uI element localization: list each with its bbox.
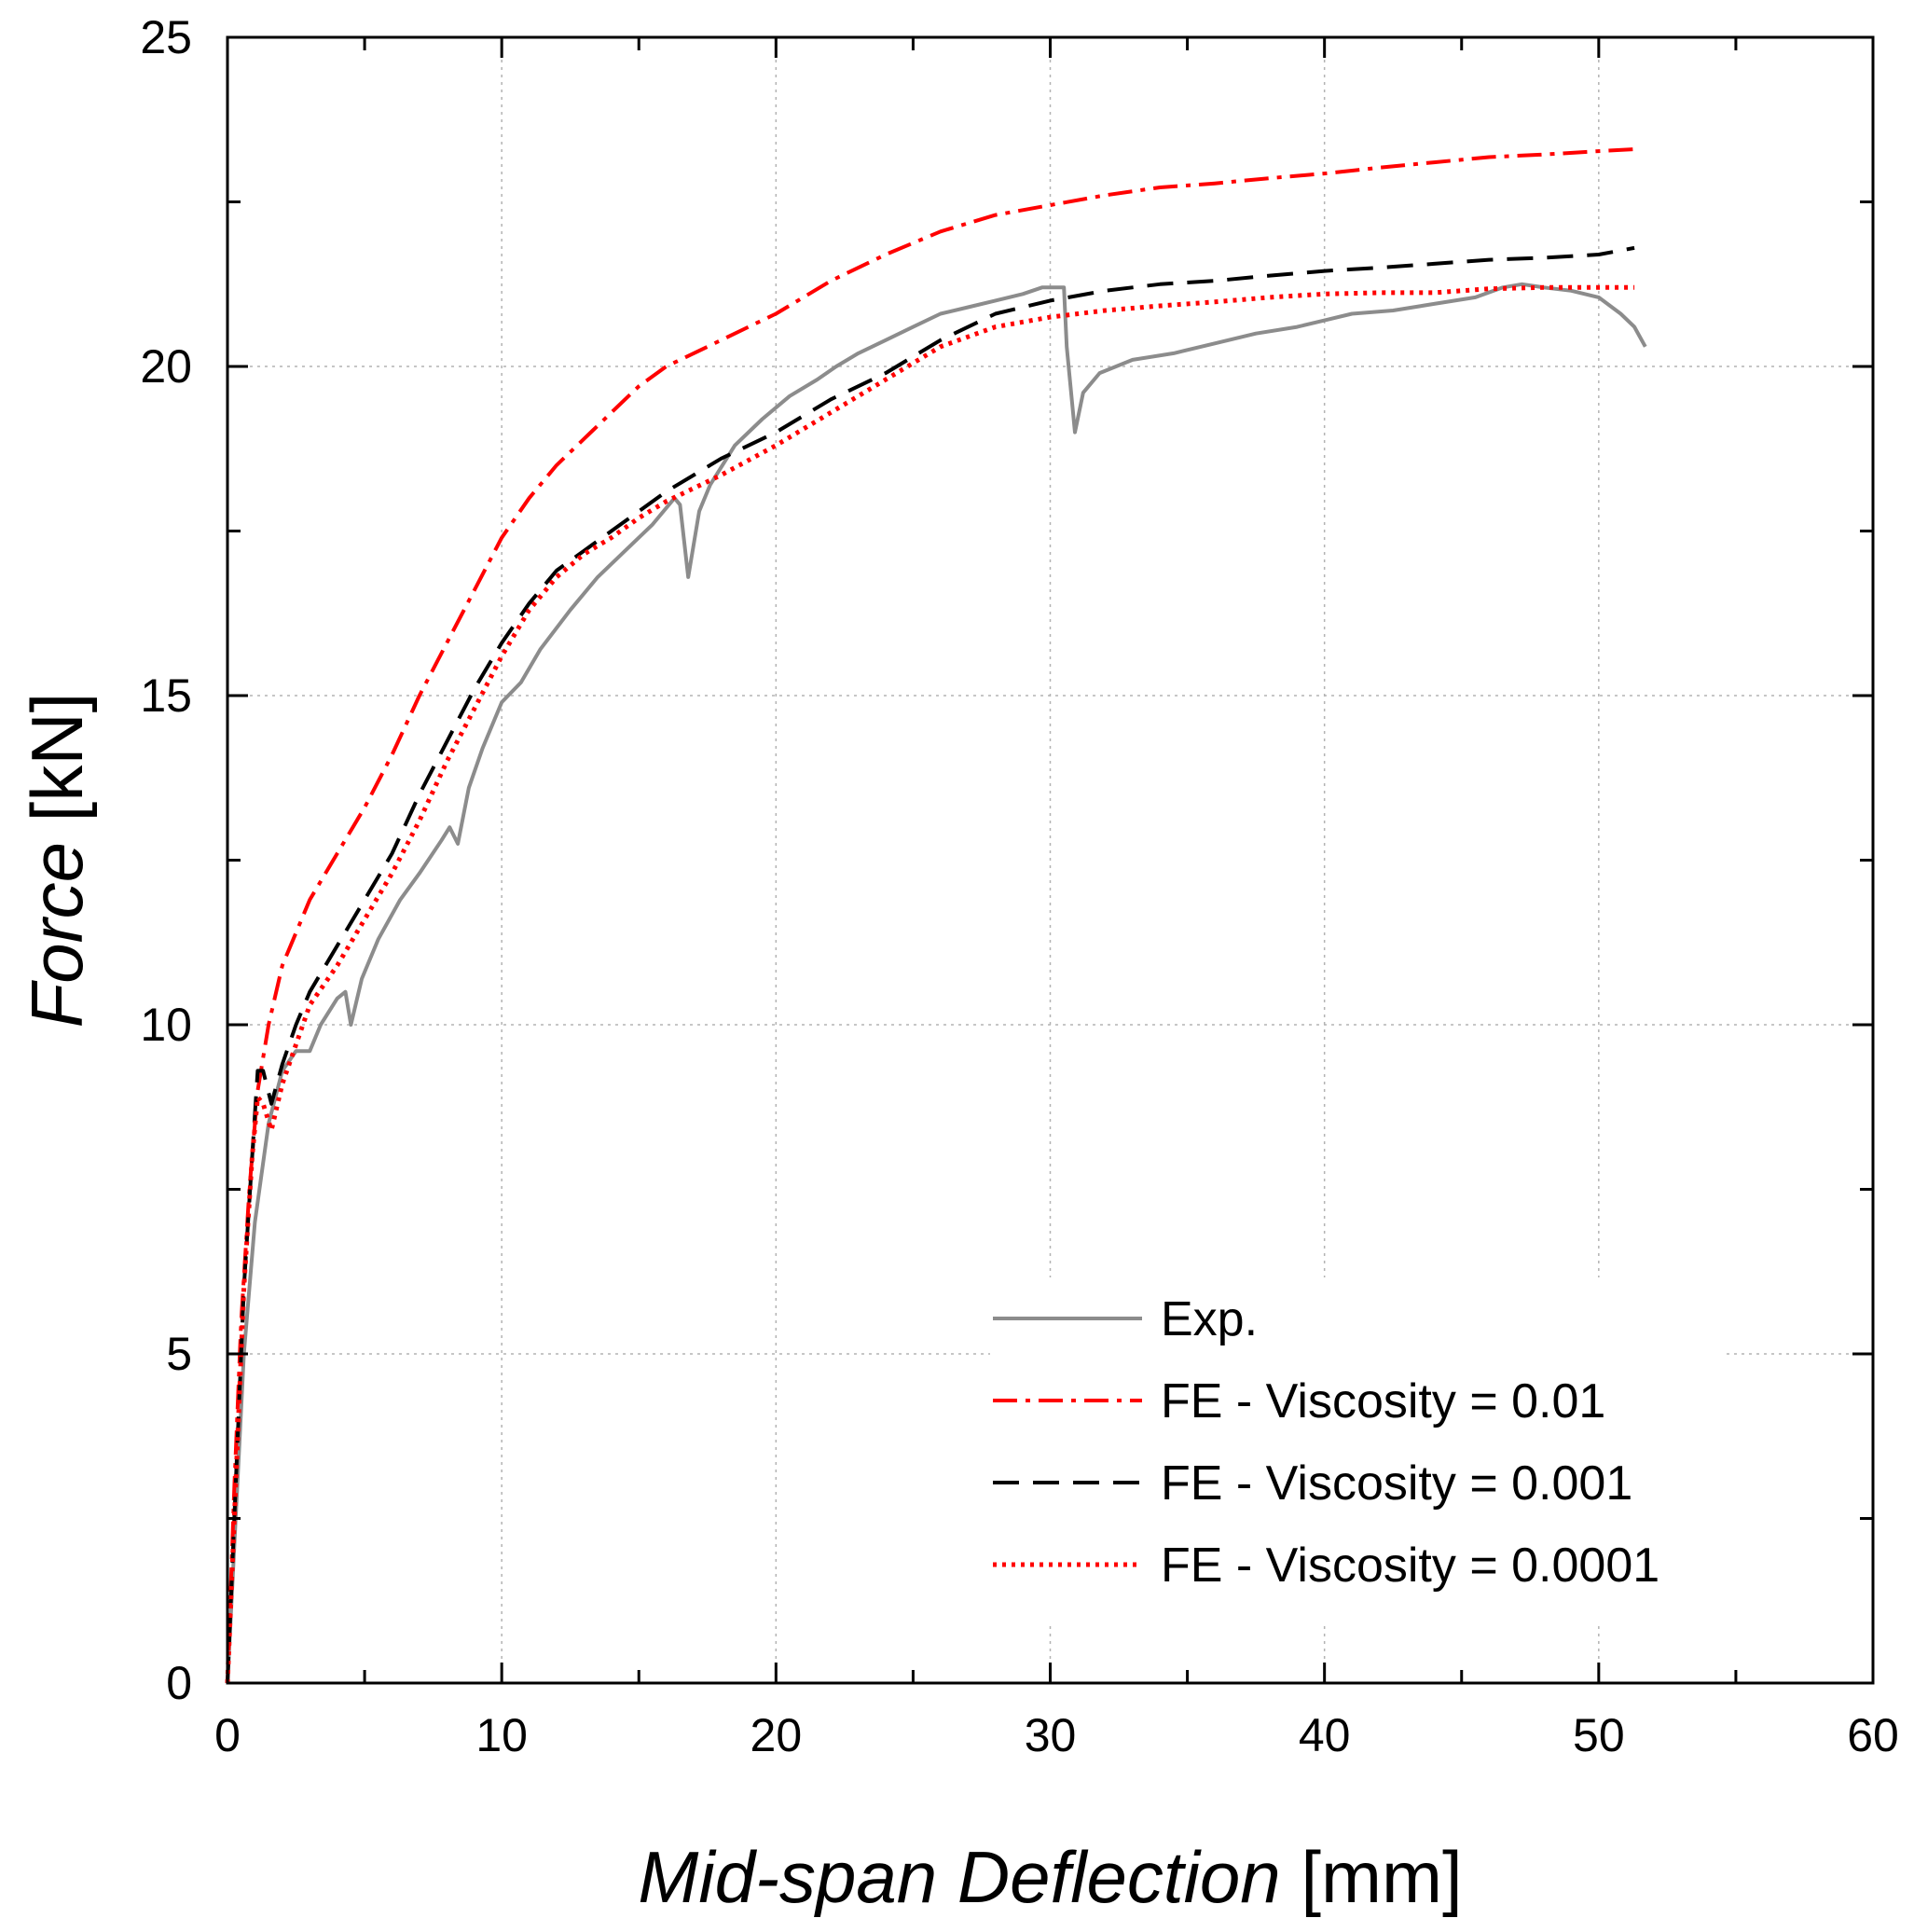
series-line-fe-2: [226, 245, 1635, 1684]
data-series: [225, 147, 1647, 1684]
x-axis-title: Mid-span Deflection [mm]: [638, 1836, 1462, 1918]
legend: Exp. FE - Viscosity = 0.01 FE - Viscosity …: [990, 1277, 1727, 1622]
y-tick-label: 15: [140, 669, 192, 722]
y-tick-label: 25: [140, 11, 192, 63]
legend-label: FE - Viscosity = 0.01: [1161, 1374, 1605, 1428]
series-line-exp: [226, 282, 1647, 1684]
y-tick-label: 10: [140, 999, 192, 1051]
y-axis-title-main: Force: [16, 842, 98, 1028]
axis-ticks: [226, 35, 1875, 1685]
x-tick-labels: 0 10 20 30 40 50 60: [214, 1709, 1899, 1761]
legend-label: Exp.: [1161, 1292, 1258, 1346]
x-tick-label: 40: [1299, 1709, 1351, 1761]
y-tick-labels: 0 5 10 15 20 25: [140, 11, 192, 1709]
x-tick-label: 30: [1025, 1709, 1077, 1761]
y-tick-label: 20: [140, 340, 192, 393]
x-tick-label: 10: [475, 1709, 528, 1761]
legend-label: FE - Viscosity = 0.0001: [1161, 1539, 1659, 1593]
series-line-fe-3: [225, 284, 1635, 1684]
y-axis-title: Force [kN]: [16, 693, 98, 1028]
x-axis-title-main: Mid-span Deflection: [638, 1836, 1280, 1918]
x-tick-label: 0: [214, 1709, 241, 1761]
legend-background: [990, 1277, 1727, 1622]
x-tick-label: 20: [750, 1709, 803, 1761]
x-tick-label: 60: [1847, 1709, 1899, 1761]
legend-label: FE - Viscosity = 0.001: [1161, 1456, 1632, 1511]
x-axis-title-unit: [mm]: [1301, 1836, 1462, 1918]
y-axis-title-unit: [kN]: [16, 693, 98, 822]
y-tick-label: 5: [166, 1328, 192, 1380]
x-tick-label: 50: [1573, 1709, 1625, 1761]
y-tick-label: 0: [166, 1657, 192, 1709]
